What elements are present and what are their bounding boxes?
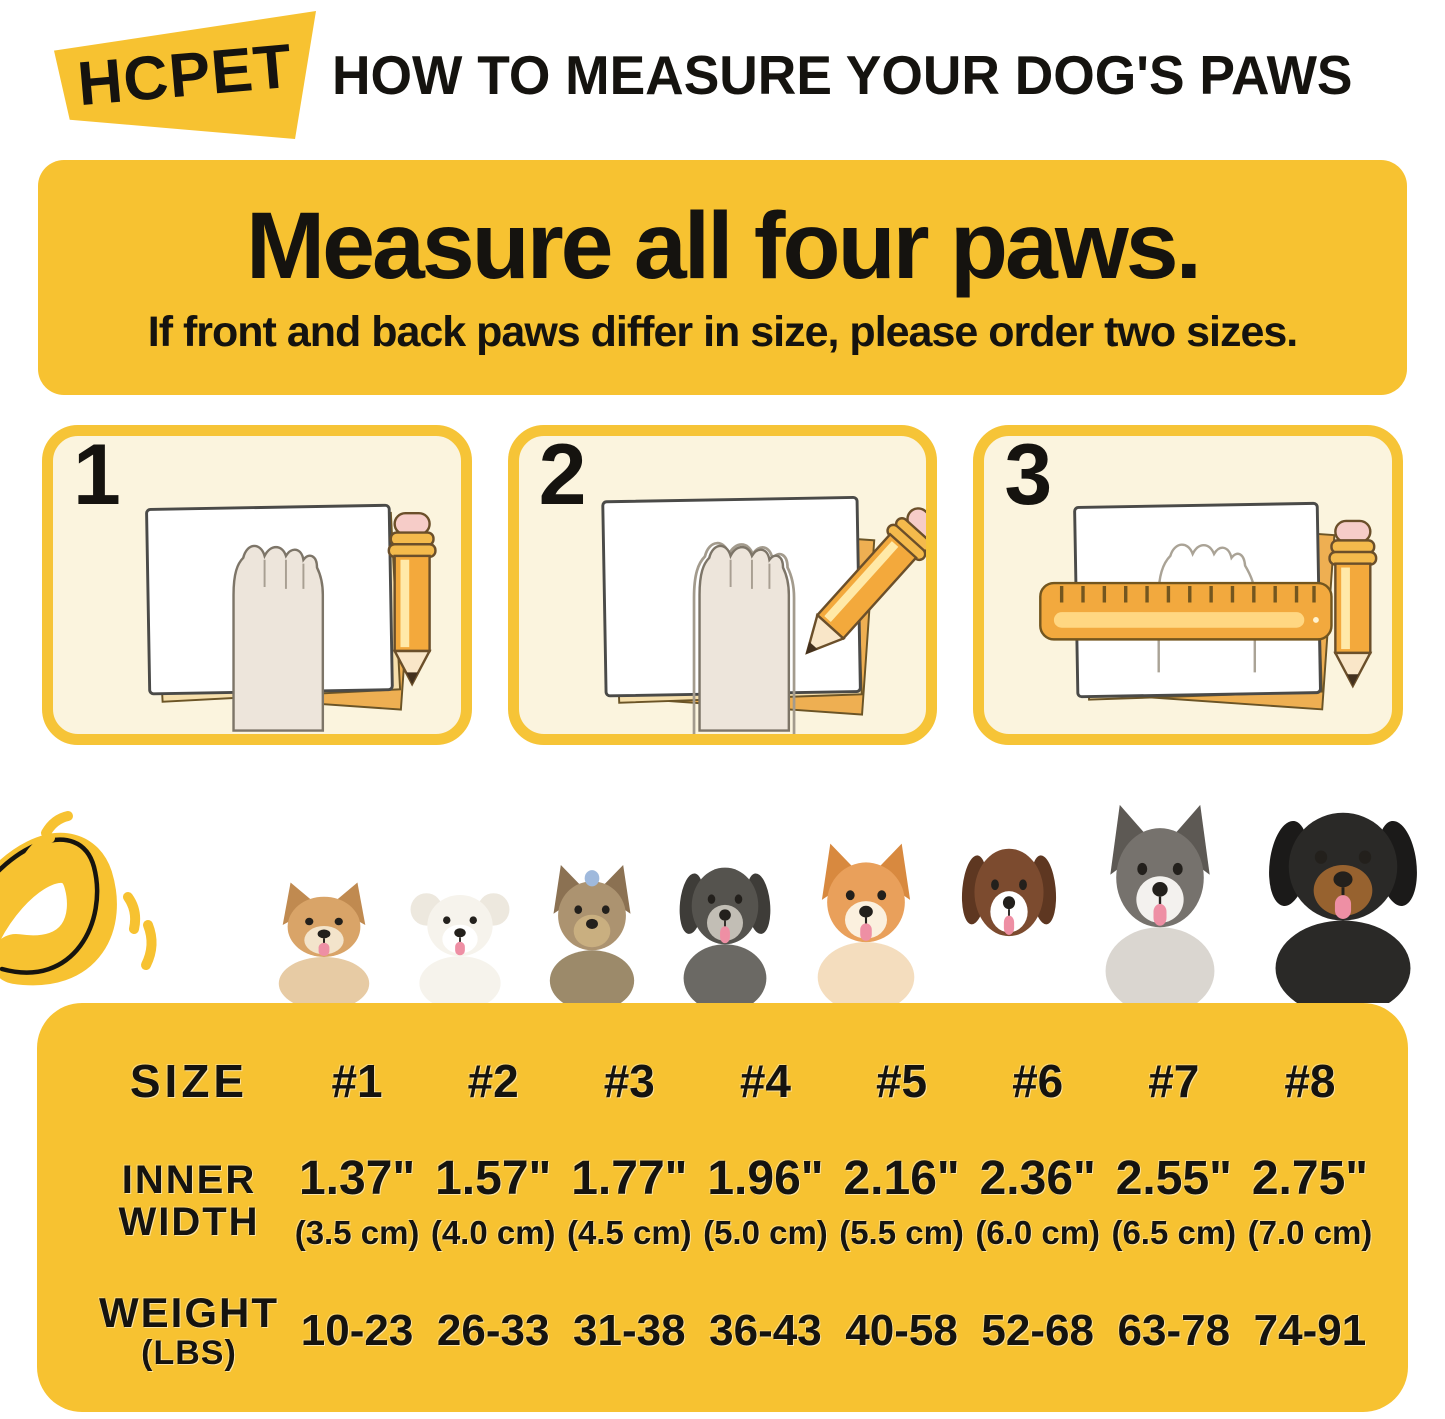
dog-paw-icon: [232, 544, 325, 732]
size-value: #2: [467, 1055, 519, 1107]
step-3-card: 3: [973, 425, 1403, 745]
weight-row-label: WEIGHT (LBS): [99, 1289, 279, 1372]
inner-width-value: 2.16" (5.5 cm): [839, 1151, 964, 1251]
dog-rottweiler: [1269, 812, 1417, 1003]
size-value: #5: [875, 1055, 928, 1107]
dog-shiba-inu: [817, 843, 915, 1003]
size-row-label: SIZE: [129, 1055, 249, 1107]
step-2-number: 2: [538, 427, 587, 523]
traced-outline: [1157, 543, 1257, 673]
size-value: #7: [1148, 1055, 1200, 1107]
size-value: #8: [1284, 1055, 1336, 1107]
dog-yorkshire-terrier: [549, 865, 635, 1003]
dog-australian-shepherd: [961, 848, 1057, 1003]
dog-paw-icon: [697, 544, 790, 732]
page-title: HOW TO MEASURE YOUR DOG'S PAWS: [332, 44, 1353, 106]
banner-heading: Measure all four paws.: [246, 192, 1202, 299]
inner-width-value: 1.37" (3.5 cm): [294, 1151, 420, 1251]
weight-value: 40-58: [845, 1306, 958, 1355]
size-value: #4: [739, 1055, 792, 1107]
pencil-icon: [387, 511, 437, 687]
inner-width-value: 2.55" (6.5 cm): [1111, 1151, 1237, 1251]
banner-subheading: If front and back paws differ in size, p…: [147, 307, 1298, 356]
header: HCPET HOW TO MEASURE YOUR DOG'S PAWS: [0, 0, 1445, 150]
size-value: #3: [603, 1055, 655, 1107]
weight-value: 36-43: [709, 1306, 822, 1355]
dog-bichon-frise: [410, 893, 510, 1003]
weight-value: 63-78: [1117, 1306, 1231, 1355]
pencil-icon: [1328, 519, 1378, 689]
weight-value: 10-23: [300, 1306, 414, 1355]
instruction-banner: Measure all four paws. If front and back…: [38, 160, 1407, 395]
inner-width-value: 1.96" (5.0 cm): [703, 1151, 828, 1251]
step-3-number: 3: [1004, 427, 1053, 523]
step-2-illustration-trace-paw: [601, 495, 927, 734]
dog-chihuahua: [278, 882, 370, 1003]
step-3-illustration-measure-with-ruler: [1039, 501, 1378, 711]
inner-width-row-label: INNER WIDTH: [118, 1158, 260, 1244]
step-2-card: 2: [507, 425, 938, 745]
inner-width-value: 1.57" (4.0 cm): [430, 1151, 556, 1251]
weight-value: 52-68: [981, 1306, 1094, 1355]
size-chart: SIZE #1 #2 #3 #4 #5 #6 #7 #8 INNER WIDTH…: [37, 1003, 1408, 1412]
pencil-icon: [804, 507, 927, 655]
dog-row: [265, 781, 1431, 1003]
step-1-illustration-paw-on-paper: [145, 503, 437, 732]
weight-value: 74-91: [1253, 1306, 1367, 1355]
brand-logo-text: HCPET: [74, 31, 296, 119]
dog-alaskan-malamute: [1105, 804, 1215, 1003]
size-value: #1: [331, 1055, 383, 1107]
dog-miniature-schnauzer: [679, 867, 771, 1003]
dog-lineup: [0, 781, 1445, 1003]
weight-value: 26-33: [436, 1306, 550, 1355]
step-1-number: 1: [73, 427, 121, 523]
weight-value: 31-38: [573, 1306, 686, 1355]
inner-width-value: 2.36" (6.0 cm): [975, 1151, 1101, 1251]
brand-logo: HCPET: [54, 11, 316, 139]
measurement-steps: 1: [42, 425, 1403, 745]
ruler-icon: [1039, 581, 1334, 641]
decorative-squiggle: [0, 811, 157, 986]
inner-width-value: 2.75" (7.0 cm): [1247, 1151, 1373, 1251]
step-1-card: 1: [42, 425, 472, 745]
inner-width-value: 1.77" (4.5 cm): [566, 1151, 692, 1251]
size-value: #6: [1012, 1055, 1064, 1107]
